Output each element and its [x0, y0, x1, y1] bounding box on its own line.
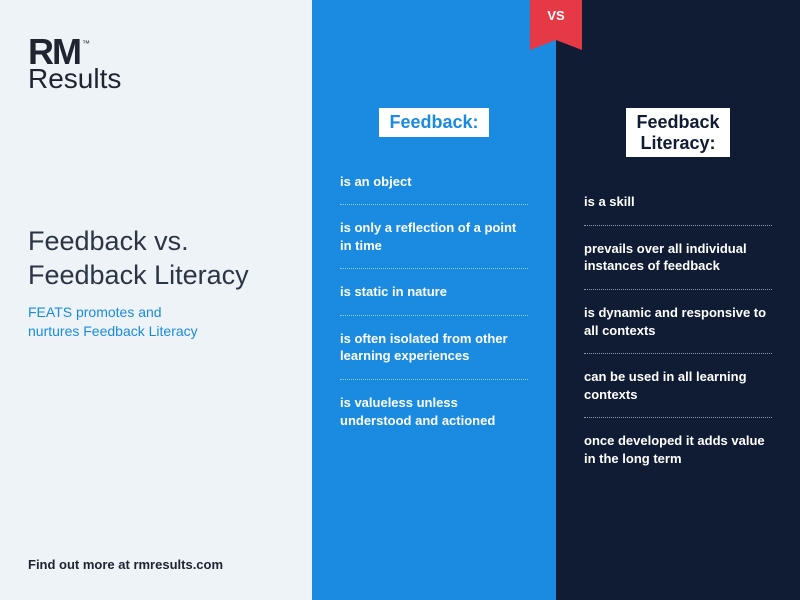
list-item: is valueless unless understood and actio…: [340, 380, 528, 443]
vs-label: VS: [547, 8, 564, 23]
list-item: is an object: [340, 159, 528, 206]
list-item: can be used in all learning contexts: [584, 354, 772, 418]
left-panel: RM™ Results Feedback vs. Feedback Litera…: [0, 0, 312, 600]
list-item: is dynamic and responsive to all context…: [584, 290, 772, 354]
literacy-header-line2: Literacy:: [640, 133, 715, 153]
title-line2: Feedback Literacy: [28, 260, 249, 290]
feedback-header: Feedback:: [379, 108, 488, 137]
logo-rm-text: RM: [28, 31, 80, 72]
vs-badge-tail: [530, 40, 582, 50]
literacy-header-wrap: Feedback Literacy:: [584, 0, 772, 179]
title-block: Feedback vs. Feedback Literacy FEATS pro…: [28, 225, 284, 342]
list-item: is static in nature: [340, 269, 528, 316]
literacy-column: Feedback Literacy: is a skill prevails o…: [556, 0, 800, 600]
title-line1: Feedback vs.: [28, 226, 189, 256]
list-item: is a skill: [584, 179, 772, 226]
subtitle-line1: FEATS promotes and: [28, 304, 162, 320]
list-item: is often isolated from other learning ex…: [340, 316, 528, 380]
page-title: Feedback vs. Feedback Literacy: [28, 225, 284, 293]
literacy-header-line1: Feedback: [636, 112, 719, 132]
vs-badge: VS: [530, 0, 582, 40]
feedback-column: Feedback: is an object is only a reflect…: [312, 0, 556, 600]
feedback-items: is an object is only a reflection of a p…: [340, 159, 528, 443]
logo-trademark: ™: [82, 39, 88, 48]
logo: RM™ Results: [28, 36, 284, 95]
subtitle: FEATS promotes and nurtures Feedback Lit…: [28, 303, 284, 342]
literacy-items: is a skill prevails over all individual …: [584, 179, 772, 481]
list-item: is only a reflection of a point in time: [340, 205, 528, 269]
feedback-header-wrap: Feedback:: [340, 0, 528, 159]
list-item: once developed it adds value in the long…: [584, 418, 772, 481]
logo-line1: RM™: [28, 36, 86, 68]
footer-text: Find out more at rmresults.com: [28, 557, 223, 572]
literacy-header: Feedback Literacy:: [626, 108, 729, 157]
list-item: prevails over all individual instances o…: [584, 226, 772, 290]
subtitle-line2: nurtures Feedback Literacy: [28, 323, 198, 339]
